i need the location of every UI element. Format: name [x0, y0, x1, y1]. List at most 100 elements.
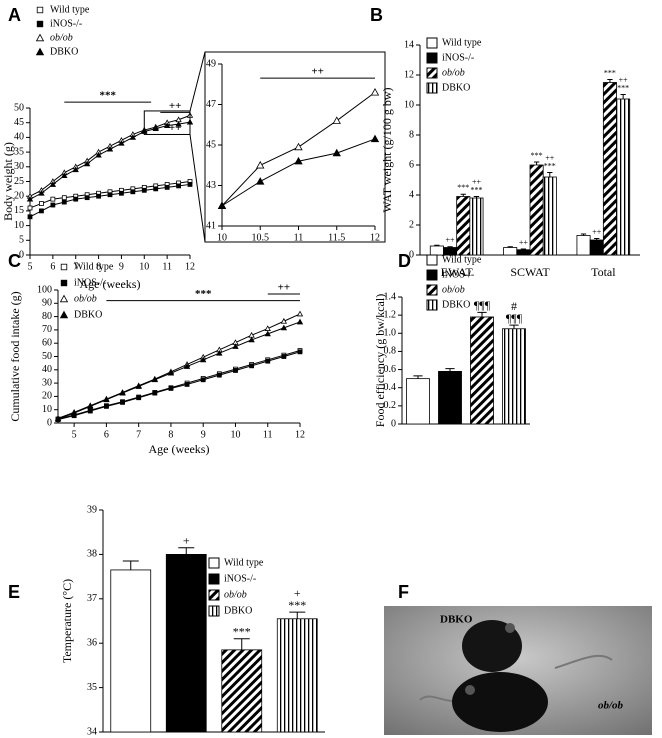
legend-swatch: [208, 589, 220, 601]
x-tick-label: 5: [72, 429, 77, 440]
point: [187, 182, 193, 187]
bar: [602, 82, 617, 256]
legend-marker: [35, 47, 45, 56]
point: [296, 318, 304, 325]
x-tick-label: 7: [136, 429, 141, 440]
x-tick-label: 8: [96, 261, 101, 272]
mouse-tail: [554, 654, 613, 669]
photo: [384, 606, 652, 735]
bar: [503, 247, 518, 256]
significance-mark: +: [294, 586, 301, 600]
point: [163, 122, 171, 129]
bar: [276, 618, 318, 733]
error-bar: [507, 246, 513, 248]
mouse: [452, 672, 548, 732]
y-tick-label: 12: [404, 69, 414, 80]
y-tick-label: 47: [206, 99, 216, 110]
annotation: ++: [278, 282, 291, 294]
legend-label: Wild type: [50, 4, 90, 15]
point: [103, 396, 110, 403]
point: [152, 125, 159, 131]
x-tick-label: 11: [162, 261, 172, 272]
y-axis-label: Cumulative food intake (g): [8, 291, 22, 421]
bar: [469, 197, 484, 256]
point: [39, 208, 44, 214]
bar: [470, 316, 494, 425]
legend-label: iNOS-/-: [442, 269, 474, 280]
y-tick-label: 35: [87, 682, 97, 693]
y-tick-label: 1.2: [384, 309, 397, 320]
legend-swatch: [426, 284, 438, 296]
bar: [456, 196, 471, 256]
point: [216, 349, 223, 356]
significance-mark: ++: [592, 227, 602, 236]
zoom-leader: [189, 134, 206, 243]
bar: [438, 370, 462, 425]
point: [265, 358, 271, 364]
point: [296, 310, 304, 317]
annotation: ***: [99, 90, 116, 102]
point: [83, 160, 91, 167]
photo-label: DBKO: [440, 614, 473, 626]
y-tick-label: 45: [14, 117, 24, 128]
y-tick-label: 0: [391, 418, 396, 429]
y-tick-label: 0: [19, 249, 24, 260]
panel-label: F: [398, 582, 409, 602]
bar: [221, 649, 263, 733]
x-tick-label: 6: [50, 261, 55, 272]
significance-mark: ***: [531, 151, 543, 160]
panel-label: B: [370, 5, 383, 25]
point: [106, 145, 114, 152]
point: [176, 183, 181, 189]
bar: [529, 164, 544, 256]
point: [249, 363, 255, 369]
legend-swatch: [208, 573, 220, 585]
legend-marker: [60, 263, 68, 271]
point: [183, 363, 191, 369]
legend-swatch: [426, 37, 438, 49]
point: [256, 177, 265, 185]
point: [87, 403, 94, 409]
point: [280, 317, 288, 324]
y-tick-label: 35: [14, 146, 24, 157]
x-tick-label: 7: [73, 261, 78, 272]
error-bar: [413, 375, 423, 379]
zoom-leader: [189, 51, 206, 112]
y-tick-label: 34: [87, 726, 97, 737]
legend-label: ob/ob: [224, 589, 247, 600]
point: [61, 195, 67, 201]
y-tick-label: 0: [47, 417, 52, 428]
x-tick-label: 10: [217, 232, 227, 243]
x-tick-label: EWAT: [441, 265, 474, 279]
legend-label: DBKO: [442, 299, 470, 310]
error-bar: [233, 638, 250, 650]
annotation: ++: [169, 122, 182, 134]
error-bar: [447, 246, 453, 248]
significance-mark: ***: [233, 625, 251, 639]
point: [118, 139, 125, 146]
point: [61, 172, 68, 179]
y-tick-label: 37: [87, 593, 97, 604]
point: [27, 214, 33, 220]
legend-swatch: [426, 269, 438, 281]
error-bar: [580, 233, 587, 236]
error-bar: [520, 248, 527, 250]
x-tick-label: 9: [201, 429, 206, 440]
point: [294, 156, 303, 165]
point: [164, 184, 170, 190]
point: [297, 349, 303, 355]
point: [281, 354, 287, 359]
significance-mark: ++: [619, 75, 629, 84]
y-tick-label: 2: [409, 219, 414, 230]
y-tick-label: 1.4: [384, 291, 397, 302]
point: [129, 134, 137, 140]
bar: [616, 98, 631, 256]
y-tick-label: 30: [42, 377, 52, 388]
y-tick-label: 30: [14, 161, 24, 172]
x-tick-label: 11.5: [328, 232, 345, 243]
error-bar: [509, 324, 519, 329]
significance-mark: ¶¶¶: [474, 298, 491, 312]
point: [217, 201, 227, 209]
error-bar: [460, 193, 466, 197]
point: [87, 408, 93, 414]
